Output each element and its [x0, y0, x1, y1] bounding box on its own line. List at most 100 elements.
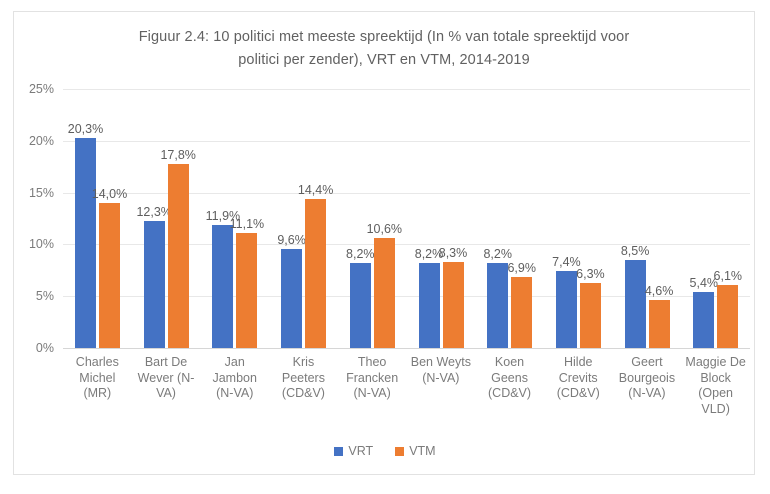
bar-group: 9,6% 14,4% Kris Peeters (CD&V) — [269, 89, 338, 400]
x-axis-category-label-line: Francken — [346, 370, 399, 385]
x-axis-category-label-line: Michel — [79, 370, 116, 385]
bar-vtm[interactable]: 17,8% — [160, 148, 196, 348]
x-axis-category-label: Charles Michel (MR) — [60, 355, 134, 402]
bar-vtm[interactable]: 8,3% — [439, 246, 467, 348]
bar-value-label: 8,2% — [483, 247, 512, 262]
legend-item-vrt[interactable]: VRT — [334, 444, 373, 458]
bar-vtm[interactable]: 14,4% — [298, 183, 333, 348]
bar-vtm[interactable]: 14,0% — [92, 187, 127, 348]
x-axis-category-label-line: Koen — [494, 355, 525, 369]
bar-value-label: 7,4% — [552, 255, 581, 270]
bar-group: 8,2% 10,6% Theo Francken (N-VA) — [338, 89, 407, 400]
y-axis-tick-label: 25% — [28, 82, 54, 96]
x-axis-category-label-line: (N-VA) — [422, 370, 460, 385]
bar-value-label: 4,6% — [644, 284, 674, 299]
bar-group: 7,4% 6,3% Hilde Crevits (CD&V) — [544, 89, 613, 400]
x-axis-category-label-line: Charles — [75, 355, 119, 369]
x-axis-category-label-line: (N-VA) — [353, 386, 391, 400]
bar-value-label: 14,4% — [297, 182, 334, 197]
x-axis-category-label-line: (CD&V) — [556, 386, 600, 400]
bar-vrt[interactable]: 8,2% — [415, 247, 443, 348]
x-axis-category-label-line: Bart De — [144, 355, 188, 369]
bar-vrt[interactable]: 20,3% — [68, 122, 103, 348]
bar-value-label: 6,3% — [576, 266, 605, 281]
x-axis-category-label-line: Hilde — [563, 355, 593, 369]
y-axis-tick-label: 10% — [28, 237, 54, 252]
chart-title-line-1: Figuur 2.4: 10 politici met meeste spree… — [138, 29, 630, 45]
bar-value-label: 6,9% — [507, 260, 536, 275]
bar-group: 8,2% 8,3% Ben Weyts (N-VA) — [407, 89, 476, 384]
x-axis-category-label: Theo Francken (N-VA) — [335, 355, 409, 402]
x-axis-category-label-line: VA) — [156, 386, 176, 400]
bar-vrt[interactable]: 9,6% — [277, 233, 306, 348]
bar-value-label: 5,4% — [689, 276, 719, 291]
x-axis-category-label-line: Kris — [292, 355, 315, 369]
x-axis-category-label-line: Jambon — [212, 370, 257, 385]
y-axis-tick-label: 15% — [28, 185, 54, 200]
x-axis-category-label-line: Geens — [491, 370, 528, 385]
bar-vrt[interactable]: 8,2% — [346, 247, 375, 348]
x-axis-category-label-line: (MR) — [83, 386, 112, 400]
gridline-5 — [63, 296, 750, 298]
chart-title-line-2: politici per zender), VRT en VTM, 2014-2… — [238, 52, 530, 68]
gridline-20 — [63, 140, 750, 142]
bar-vtm[interactable]: 10,6% — [367, 222, 402, 348]
chart-container: Figuur 2.4: 10 politici met meeste spree… — [13, 11, 755, 475]
bar-value-label: 8,2% — [414, 247, 444, 262]
x-axis-category-label: Geert Bourgeois (N-VA) — [610, 355, 684, 402]
bar-value-label: 11,1% — [229, 217, 265, 232]
gridline-10 — [63, 244, 750, 246]
bar-vtm[interactable]: 6,1% — [714, 269, 742, 348]
gridline-25 — [63, 89, 750, 90]
x-axis-category-label-line: (Open — [698, 386, 734, 400]
bar-vtm[interactable]: 4,6% — [645, 284, 673, 348]
bar-value-label: 11,9% — [205, 208, 241, 223]
bar-value-label: 17,8% — [160, 147, 196, 162]
bar-value-label: 20,3% — [67, 121, 104, 136]
bar-group: 8,5% 4,6% Geert Bourgeois (N-VA) — [613, 89, 682, 400]
bar-vrt[interactable]: 12,3% — [136, 205, 172, 348]
y-axis-tick-label: 5% — [35, 289, 54, 304]
bar-vtm[interactable]: 11,1% — [230, 217, 264, 348]
x-axis-category-label-line: Theo — [357, 355, 387, 369]
gridline-0 — [63, 348, 750, 349]
x-axis-category-label: Ben Weyts (N-VA) — [404, 355, 478, 386]
plot-area: 0% 5% 10% 15% 20% 25% 20,3% 14,0% Charles Michel… — [29, 82, 750, 416]
bar-group: 20,3% 14,0% Charles Michel (MR) — [63, 89, 132, 400]
gridline-15 — [63, 192, 750, 194]
bar-vtm[interactable]: 6,3% — [576, 267, 605, 348]
bar-value-label: 9,6% — [277, 232, 306, 247]
x-axis-category-label: Kris Peeters (CD&V) — [266, 355, 340, 402]
bar-vrt[interactable]: 7,4% — [552, 255, 581, 348]
bar-vrt[interactable]: 8,2% — [483, 247, 512, 348]
x-axis-category-label: Jan Jambon (N-VA) — [198, 355, 272, 402]
chart-title: Figuur 2.4: 10 politici met meeste spree… — [74, 26, 694, 72]
x-axis-category-label-line: Maggie De — [685, 355, 746, 369]
bar-vtm[interactable]: 6,9% — [507, 261, 536, 348]
bar-group: 8,2% 6,9% Koen Geens (CD&V) — [475, 89, 544, 400]
x-axis-category-label-line: (CD&V) — [488, 386, 532, 400]
bar-vrt[interactable]: 8,5% — [621, 244, 649, 348]
x-axis-category-label-line: Block — [700, 370, 731, 385]
chart-legend: VRT VTM — [14, 444, 756, 458]
bar-group: 12,3% 17,8% Bart De Wever (N- VA) — [132, 89, 201, 400]
x-axis-category-label-line: Peeters — [281, 370, 325, 385]
x-axis-category-label-line: Bourgeois — [618, 370, 676, 385]
x-axis-category-label: Bart De Wever (N- VA) — [129, 355, 203, 402]
bar-vrt[interactable]: 5,4% — [690, 276, 718, 348]
bar-group: 5,4% 6,1% Maggie De Block (Open VLD) — [681, 89, 750, 416]
bar-value-label: 6,1% — [713, 268, 743, 283]
bar-value-label: 14,0% — [91, 186, 128, 201]
x-axis-category-label-line: (N-VA) — [216, 386, 254, 400]
bar-value-label: 12,3% — [136, 204, 172, 219]
legend-swatch-icon — [395, 446, 405, 456]
x-axis-category-label-line: Jan — [224, 355, 245, 369]
bar-vrt[interactable]: 11,9% — [206, 209, 240, 348]
x-axis-category-label-line: Crevits — [558, 370, 598, 385]
x-axis-category-label-line: Wever (N- — [137, 370, 195, 385]
x-axis-category-label-line: (N-VA) — [628, 386, 666, 400]
x-axis-category-label: Koen Geens (CD&V) — [473, 355, 547, 402]
legend-item-vtm[interactable]: VTM — [395, 444, 436, 458]
x-axis-category-label-line: (CD&V) — [281, 386, 325, 400]
x-axis-category-label: Maggie De Block (Open VLD) — [679, 355, 753, 417]
